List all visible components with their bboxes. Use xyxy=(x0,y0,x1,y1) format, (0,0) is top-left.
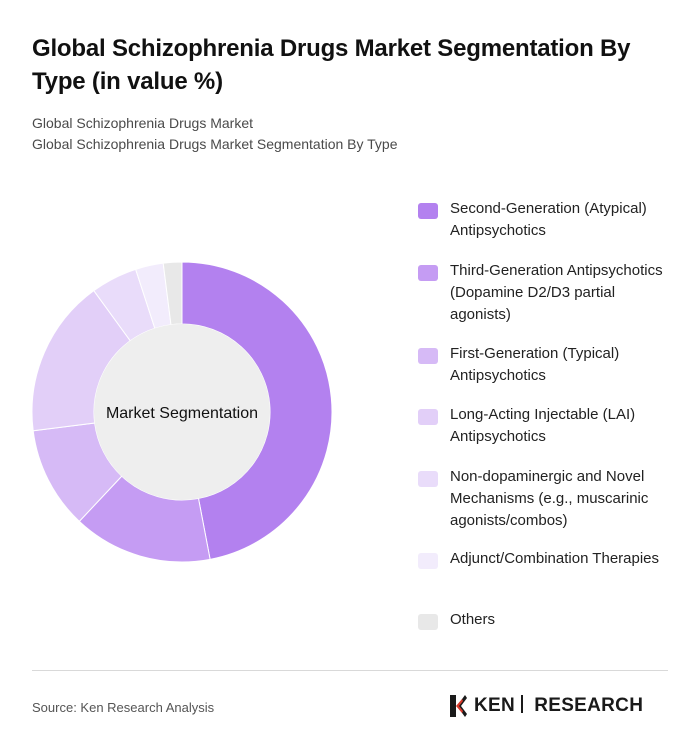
source-note: Source: Ken Research Analysis xyxy=(32,700,215,715)
legend-swatch xyxy=(418,409,438,425)
legend-label: Third-Generation Antipsychotics (Dopamin… xyxy=(450,262,663,323)
legend-label: Second-Generation (Atypical) Antipsychot… xyxy=(450,200,647,239)
legend-item: First-Generation (Typical) Antipsychotic… xyxy=(418,343,678,387)
subtitle-line-1: Global Schizophrenia Drugs Market xyxy=(32,115,253,131)
ken-research-logo: KEN RESEARCH xyxy=(448,694,643,718)
legend-label: Long-Acting Injectable (LAI) Antipsychot… xyxy=(450,406,636,445)
donut-center-label: Market Segmentation xyxy=(106,405,258,422)
legend-item: Others xyxy=(418,609,678,631)
brand-separator xyxy=(520,695,523,713)
legend-swatch xyxy=(418,348,438,364)
legend-label: First-Generation (Typical) Antipsychotic… xyxy=(450,345,620,384)
legend-swatch xyxy=(418,203,438,219)
legend-item: Non-dopaminergic and Novel Mechanisms (e… xyxy=(418,466,678,532)
brand-name-ken: KEN xyxy=(474,695,516,716)
legend-swatch xyxy=(418,471,438,487)
legend-label: Adjunct/Combination Therapies xyxy=(450,550,660,567)
legend-swatch xyxy=(418,614,438,630)
brand-name: KEN RESEARCH xyxy=(474,695,643,717)
subtitle-line-2: Global Schizophrenia Drugs Market Segmen… xyxy=(32,136,398,152)
ken-logo-icon xyxy=(450,695,467,717)
footer-divider xyxy=(32,670,668,671)
legend-label: Non-dopaminergic and Novel Mechanisms (e… xyxy=(450,468,649,529)
brand-name-research: RESEARCH xyxy=(534,695,644,716)
donut-chart: Market Segmentation xyxy=(31,261,333,563)
chart-subtitle: Global Schizophrenia Drugs Market Global… xyxy=(32,113,672,155)
legend-label: Others xyxy=(450,611,496,628)
legend-item: Third-Generation Antipsychotics (Dopamin… xyxy=(418,260,678,326)
legend-swatch xyxy=(418,265,438,281)
chart-title: Global Schizophrenia Drugs Market Segmen… xyxy=(32,35,631,95)
legend-item: Adjunct/Combination Therapies xyxy=(418,548,678,570)
legend-swatch xyxy=(418,553,438,569)
legend-item: Long-Acting Injectable (LAI) Antipsychot… xyxy=(418,404,678,448)
donut-center xyxy=(94,324,270,500)
legend-item: Second-Generation (Atypical) Antipsychot… xyxy=(418,198,678,242)
